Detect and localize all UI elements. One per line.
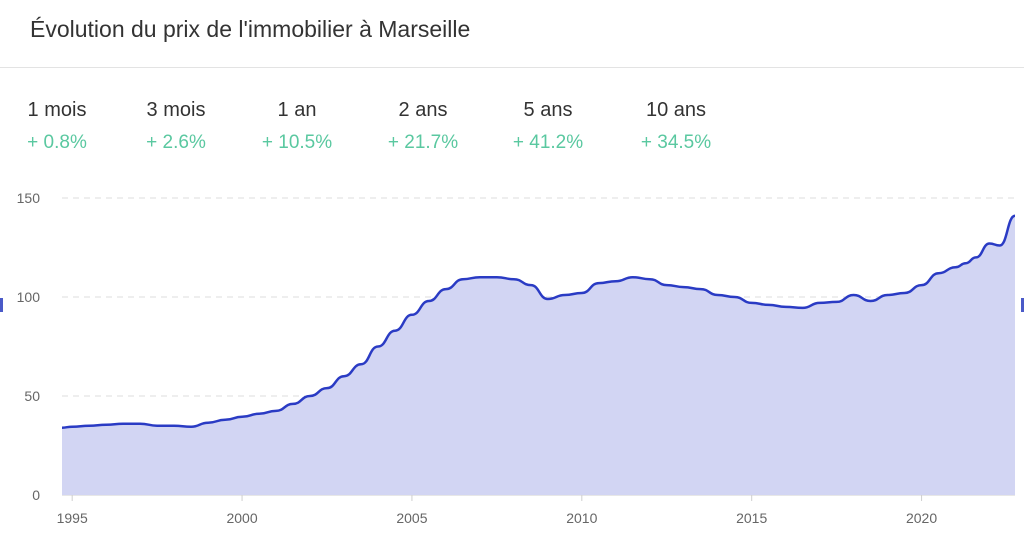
stat-1-year: 1 an + 10.5% bbox=[262, 96, 332, 157]
x-tick-label: 1995 bbox=[57, 510, 88, 526]
stat-3-months: 3 mois + 2.6% bbox=[146, 96, 206, 157]
period-stats: 1 mois + 0.8% 3 mois + 2.6% 1 an + 10.5%… bbox=[0, 96, 1024, 166]
price-area bbox=[62, 215, 1015, 496]
y-tick-label: 50 bbox=[24, 388, 40, 404]
stat-value: + 34.5% bbox=[640, 132, 712, 153]
chart-header: Évolution du prix de l'immobilier à Mars… bbox=[0, 0, 1024, 68]
stat-2-years: 2 ans + 21.7% bbox=[388, 96, 458, 157]
y-tick-label: 0 bbox=[32, 487, 40, 503]
stat-label: 5 ans bbox=[523, 99, 573, 121]
x-tick-label: 2015 bbox=[736, 510, 767, 526]
chart-left-edge-marker bbox=[0, 298, 3, 312]
x-tick-label: 2000 bbox=[226, 510, 257, 526]
stat-label: 10 ans bbox=[645, 99, 707, 121]
stat-1-month: 1 mois + 0.8% bbox=[27, 96, 87, 157]
stat-value: + 10.5% bbox=[261, 132, 333, 153]
stat-value: + 0.8% bbox=[27, 132, 87, 153]
x-tick-label: 2005 bbox=[396, 510, 427, 526]
stat-label: 2 ans bbox=[398, 99, 448, 121]
chart-right-edge-marker bbox=[1021, 298, 1024, 312]
stat-value: + 2.6% bbox=[146, 132, 206, 153]
y-tick-label: 100 bbox=[17, 289, 41, 305]
stat-10-years: 10 ans + 34.5% bbox=[641, 96, 711, 157]
x-tick-label: 2020 bbox=[906, 510, 937, 526]
chart-title: Évolution du prix de l'immobilier à Mars… bbox=[30, 16, 471, 42]
stat-value: + 21.7% bbox=[387, 132, 459, 153]
x-tick-label: 2010 bbox=[566, 510, 597, 526]
price-line bbox=[61, 214, 1016, 429]
stat-5-years: 5 ans + 41.2% bbox=[513, 96, 583, 157]
stat-label: 3 mois bbox=[146, 99, 206, 121]
stat-label: 1 mois bbox=[27, 99, 87, 121]
stat-label: 1 an bbox=[277, 99, 317, 121]
y-tick-label: 150 bbox=[17, 190, 41, 206]
stat-value: + 41.2% bbox=[512, 132, 584, 153]
